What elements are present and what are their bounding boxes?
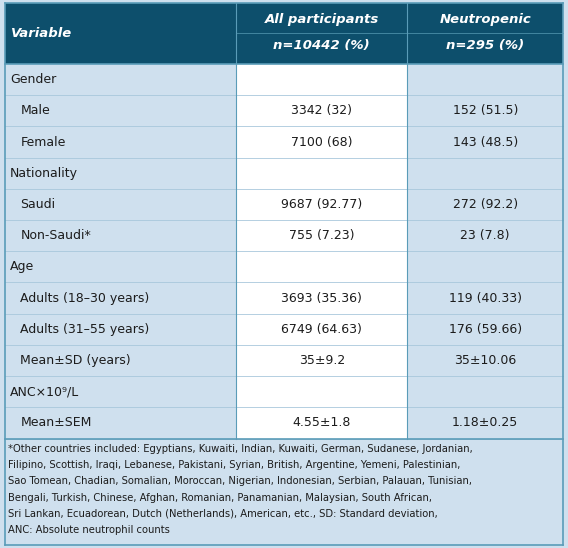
Bar: [5, 313, 236, 345]
Text: 176 (59.66): 176 (59.66): [449, 323, 522, 336]
Bar: [5, 282, 236, 313]
Bar: [407, 313, 563, 345]
Text: Saudi: Saudi: [20, 198, 56, 211]
Bar: [5, 376, 236, 407]
Text: ANC×10⁹/L: ANC×10⁹/L: [10, 385, 80, 398]
Bar: [236, 220, 407, 252]
Bar: [407, 158, 563, 189]
Bar: [236, 282, 407, 313]
Text: 6749 (64.63): 6749 (64.63): [281, 323, 362, 336]
Text: 272 (92.2): 272 (92.2): [453, 198, 518, 211]
Text: 3693 (35.36): 3693 (35.36): [281, 292, 362, 305]
Text: 35±9.2: 35±9.2: [299, 354, 345, 367]
Text: 755 (7.23): 755 (7.23): [289, 229, 354, 242]
Bar: [407, 376, 563, 407]
Text: Adults (18–30 years): Adults (18–30 years): [20, 292, 150, 305]
Bar: [236, 252, 407, 282]
Bar: [407, 189, 563, 220]
Text: Nationality: Nationality: [10, 167, 78, 180]
Text: Female: Female: [20, 135, 66, 149]
Text: Filipino, Scottish, Iraqi, Lebanese, Pakistani, Syrian, British, Argentine, Yeme: Filipino, Scottish, Iraqi, Lebanese, Pak…: [8, 460, 460, 470]
Bar: [407, 282, 563, 313]
Text: 7100 (68): 7100 (68): [291, 135, 353, 149]
Bar: [407, 345, 563, 376]
Bar: [5, 127, 236, 158]
Text: Variable: Variable: [11, 27, 73, 40]
Bar: [5, 189, 236, 220]
Bar: [5, 345, 236, 376]
Bar: [236, 158, 407, 189]
Bar: [236, 345, 407, 376]
Text: ANC: Absolute neutrophil counts: ANC: Absolute neutrophil counts: [8, 525, 170, 535]
Text: n=10442 (%): n=10442 (%): [273, 39, 370, 52]
Bar: [5, 3, 563, 64]
Text: Adults (31–55 years): Adults (31–55 years): [20, 323, 150, 336]
Text: 3342 (32): 3342 (32): [291, 104, 352, 117]
Bar: [236, 127, 407, 158]
Bar: [236, 189, 407, 220]
Bar: [407, 407, 563, 438]
Text: 35±10.06: 35±10.06: [454, 354, 516, 367]
Text: Gender: Gender: [10, 73, 56, 86]
Bar: [407, 252, 563, 282]
Bar: [236, 313, 407, 345]
Bar: [407, 64, 563, 95]
Text: 23 (7.8): 23 (7.8): [461, 229, 510, 242]
Bar: [236, 64, 407, 95]
Text: Mean±SEM: Mean±SEM: [20, 416, 92, 430]
Text: Sri Lankan, Ecuadorean, Dutch (Netherlands), American, etc., SD: Standard deviat: Sri Lankan, Ecuadorean, Dutch (Netherlan…: [8, 509, 438, 519]
Text: Male: Male: [20, 104, 50, 117]
Text: All participants: All participants: [265, 13, 379, 26]
Text: 143 (48.5): 143 (48.5): [453, 135, 518, 149]
Text: Mean±SD (years): Mean±SD (years): [20, 354, 131, 367]
Text: Sao Tomean, Chadian, Somalian, Moroccan, Nigerian, Indonesian, Serbian, Palauan,: Sao Tomean, Chadian, Somalian, Moroccan,…: [8, 476, 472, 487]
Text: Non-Saudi*: Non-Saudi*: [20, 229, 91, 242]
Text: 4.55±1.8: 4.55±1.8: [293, 416, 351, 430]
Bar: [5, 438, 563, 545]
Text: 119 (40.33): 119 (40.33): [449, 292, 522, 305]
Bar: [5, 95, 236, 127]
Text: 1.18±0.25: 1.18±0.25: [452, 416, 519, 430]
Bar: [407, 95, 563, 127]
Text: Neutropenic: Neutropenic: [439, 13, 531, 26]
Text: Age: Age: [10, 260, 35, 273]
Bar: [5, 64, 236, 95]
Bar: [5, 220, 236, 252]
Bar: [407, 127, 563, 158]
Bar: [236, 95, 407, 127]
Text: n=295 (%): n=295 (%): [446, 39, 524, 52]
Text: Bengali, Turkish, Chinese, Afghan, Romanian, Panamanian, Malaysian, South Africa: Bengali, Turkish, Chinese, Afghan, Roman…: [8, 493, 432, 503]
Bar: [236, 376, 407, 407]
Bar: [5, 252, 236, 282]
Text: 152 (51.5): 152 (51.5): [453, 104, 518, 117]
Bar: [5, 158, 236, 189]
Bar: [407, 220, 563, 252]
Bar: [236, 407, 407, 438]
Bar: [5, 407, 236, 438]
Text: 9687 (92.77): 9687 (92.77): [281, 198, 362, 211]
Text: *Other countries included: Egyptians, Kuwaiti, Indian, Kuwaiti, German, Sudanese: *Other countries included: Egyptians, Ku…: [8, 444, 473, 454]
